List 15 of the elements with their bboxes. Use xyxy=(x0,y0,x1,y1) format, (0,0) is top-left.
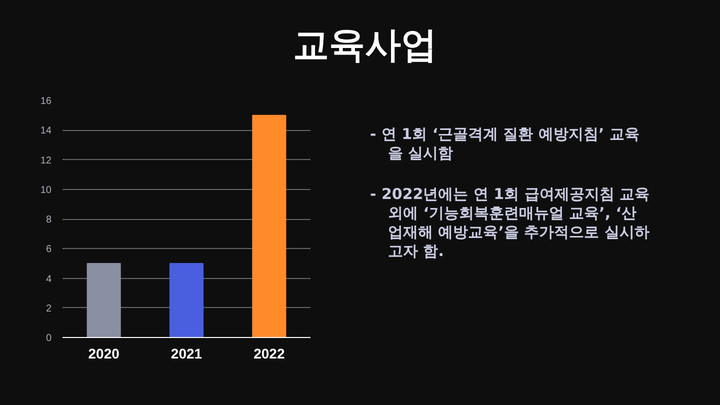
y-tick-label: 14 xyxy=(40,126,52,137)
y-tick-label: 2 xyxy=(46,303,52,314)
chart-title: 교육사업 xyxy=(293,23,437,67)
y-tick-label: 16 xyxy=(40,96,52,107)
x-tick-label: 2020 xyxy=(88,346,120,362)
y-tick-label: 4 xyxy=(46,274,52,285)
y-tick-label: 6 xyxy=(46,244,52,256)
x-tick-label: 2021 xyxy=(170,346,202,362)
y-tick-label: 10 xyxy=(40,184,52,196)
text: - 연 1회 ‘근골격계 질환 예방지침’ 교육을 실시함 xyxy=(370,125,640,163)
y-tick-label: 12 xyxy=(40,155,52,166)
y-tick-label: 0 xyxy=(46,333,52,344)
x-tick-label: 2022 xyxy=(254,346,285,362)
y-tick-label: 8 xyxy=(46,214,52,226)
text: - 2022년에는 연 1회 급여제공지침 교육 외에 ‘기능회복훈련매뉴얼 교육’, ‘산업재해 예방교육’을 추가적으로 실시하고자 함. xyxy=(370,185,650,261)
